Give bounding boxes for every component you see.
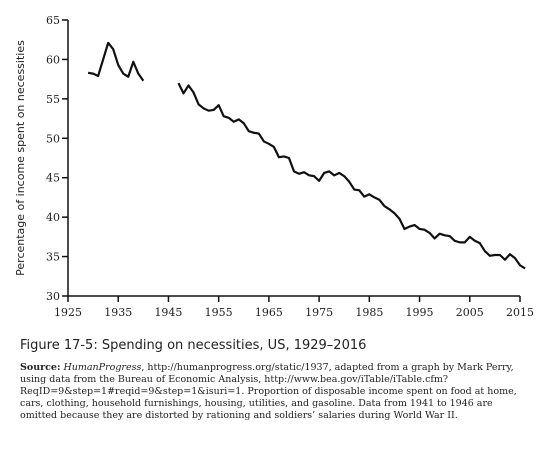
chart: Percentage of income spent on necessitie…: [14, 14, 534, 319]
x-tick-label: 1995: [406, 306, 434, 319]
x-tick-label: 2015: [506, 306, 534, 319]
source-note: Source: HumanProgress, http://humanprogr…: [20, 362, 530, 422]
y-axis-label: Percentage of income spent on necessitie…: [14, 40, 27, 276]
source-label: Source:: [20, 362, 61, 373]
x-tick-label: 1985: [355, 306, 383, 319]
x-tick-label: 1945: [154, 306, 182, 319]
y-tick-label: 65: [46, 14, 60, 27]
y-tick-label: 45: [46, 172, 60, 185]
y-tick-label: 35: [46, 251, 60, 264]
x-tick-label: 1935: [104, 306, 132, 319]
x-tick-label: 1925: [54, 306, 82, 319]
x-tick-label: 1965: [255, 306, 283, 319]
y-tick-label: 40: [46, 211, 60, 224]
source-text: , http://humanprogress.org/static/1937, …: [20, 362, 517, 421]
x-tick-label: 1975: [305, 306, 333, 319]
y-tick-label: 60: [46, 53, 60, 66]
y-tick-label: 30: [46, 290, 60, 303]
x-tick-label: 2005: [456, 306, 484, 319]
x-tick-label: 1955: [205, 306, 233, 319]
source-italic: HumanProgress: [63, 362, 142, 373]
caption: Figure 17-5: Spending on necessities, US…: [20, 338, 367, 353]
data-line: [87, 41, 526, 270]
y-tick-label: 50: [46, 132, 60, 145]
y-tick-label: 55: [46, 93, 60, 106]
